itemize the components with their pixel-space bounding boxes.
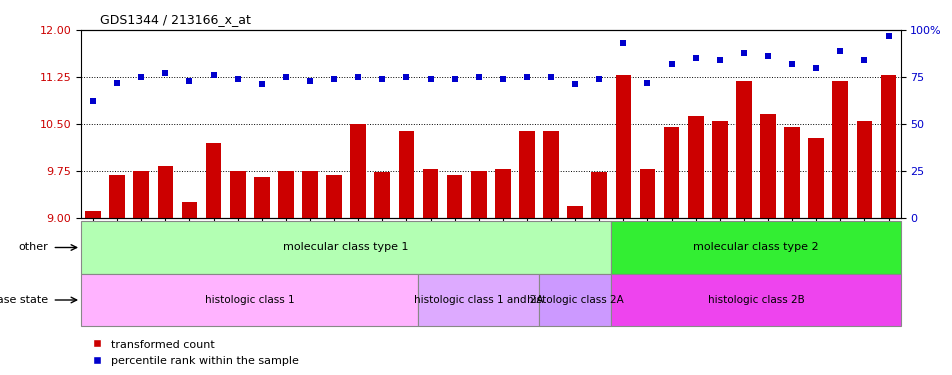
Bar	[109, 175, 125, 217]
Point	[567, 81, 583, 87]
Text: GDS1344 / 213166_x_at: GDS1344 / 213166_x_at	[100, 13, 250, 26]
Point	[158, 70, 173, 76]
Bar	[615, 75, 630, 217]
Text: molecular class type 2: molecular class type 2	[692, 243, 818, 252]
Bar	[374, 172, 389, 217]
Bar	[856, 121, 871, 218]
Bar	[350, 124, 366, 218]
Bar	[663, 127, 679, 218]
Bar	[81, 221, 610, 274]
Point	[206, 72, 221, 78]
Bar	[423, 169, 438, 217]
Point	[711, 57, 726, 63]
Point	[519, 74, 534, 80]
Point	[783, 61, 799, 67]
Point	[398, 74, 413, 80]
Bar	[398, 131, 414, 218]
Bar	[206, 142, 221, 218]
Point	[229, 76, 245, 82]
Point	[495, 76, 510, 82]
Text: disease state: disease state	[0, 295, 48, 305]
Bar	[610, 274, 900, 326]
Point	[446, 76, 462, 82]
Bar	[278, 171, 293, 217]
Bar	[470, 171, 486, 217]
Bar	[229, 171, 246, 217]
Bar	[735, 81, 751, 218]
Text: molecular class type 1: molecular class type 1	[283, 243, 408, 252]
Bar	[639, 169, 655, 217]
Bar	[446, 175, 462, 217]
Bar	[418, 274, 539, 326]
Point	[639, 80, 654, 86]
Point	[254, 81, 269, 87]
Point	[664, 61, 679, 67]
Text: histologic class 2B: histologic class 2B	[706, 295, 803, 305]
Point	[880, 33, 895, 39]
Point	[182, 78, 197, 84]
Point	[807, 64, 823, 70]
Point	[760, 53, 775, 59]
Bar	[326, 175, 342, 217]
Text: histologic class 2A: histologic class 2A	[526, 295, 623, 305]
Point	[423, 76, 438, 82]
Bar	[81, 274, 418, 326]
Bar	[494, 169, 510, 217]
Point	[615, 40, 630, 46]
Point	[687, 55, 703, 61]
Legend: transformed count, percentile rank within the sample: transformed count, percentile rank withi…	[87, 334, 303, 370]
Bar	[302, 171, 318, 217]
Bar	[880, 75, 896, 217]
Point	[374, 76, 389, 82]
Bar	[566, 206, 583, 218]
Bar	[543, 131, 558, 218]
Bar	[539, 274, 610, 326]
Point	[86, 98, 101, 104]
Point	[736, 50, 751, 55]
Point	[302, 78, 317, 84]
Point	[543, 74, 558, 80]
Bar	[783, 127, 799, 218]
Bar	[591, 172, 606, 217]
Text: other: other	[18, 243, 48, 252]
Bar	[610, 221, 900, 274]
Point	[133, 74, 149, 80]
Point	[856, 57, 871, 63]
Bar	[182, 202, 197, 217]
Bar	[711, 121, 727, 218]
Text: histologic class 1 and 2A: histologic class 1 and 2A	[413, 295, 543, 305]
Point	[470, 74, 486, 80]
Text: histologic class 1: histologic class 1	[205, 295, 294, 305]
Point	[832, 48, 847, 54]
Point	[109, 80, 125, 86]
Bar	[519, 131, 534, 218]
Bar	[253, 177, 269, 218]
Point	[591, 76, 606, 82]
Point	[278, 74, 293, 80]
Bar	[133, 171, 149, 217]
Bar	[85, 211, 101, 217]
Bar	[832, 81, 847, 218]
Bar	[157, 166, 173, 218]
Point	[350, 74, 366, 80]
Bar	[807, 138, 823, 218]
Bar	[687, 116, 703, 218]
Point	[327, 76, 342, 82]
Bar	[760, 114, 775, 218]
